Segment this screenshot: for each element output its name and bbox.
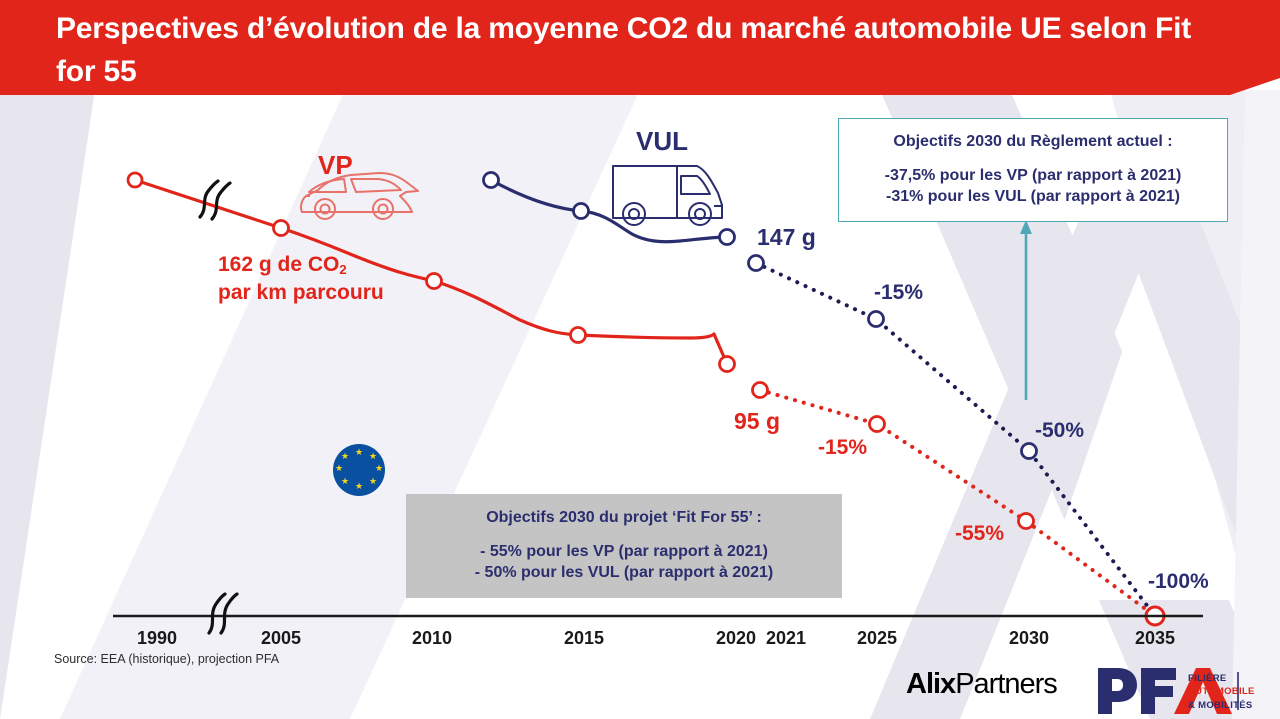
vul-historic-line [489,178,729,244]
annotation-vul-2030: -50% [1035,419,1085,442]
svg-text:★: ★ [355,481,363,491]
svg-text:★: ★ [341,451,349,461]
svg-text:★: ★ [369,451,377,461]
header-band [0,0,1280,95]
pfa-tagline: FILIÈRE AUTOMOBILE & MOBILITÉS [1188,672,1255,712]
series-label-vul: VUL [636,126,688,156]
series-label-vp: VP [318,150,353,180]
pfa-tagline-line-2: AUTOMOBILE [1188,686,1255,698]
x-tick-2030: 2030 [1008,628,1050,648]
callout-fit-for-55: Objectifs 2030 du projet ‘Fit For 55’ : … [406,494,842,598]
x-tick-2021: 2021 [765,628,807,648]
x-tick-2020: 2020 [715,628,757,648]
vp-historic-line [133,178,729,366]
source-note: Source: EEA (historique), projection PFA [54,652,280,666]
vul-projection-line [754,261,1157,618]
vp-projection-line [758,388,1157,618]
x-tick-2015: 2015 [563,628,605,648]
x-tick-1990: 1990 [136,628,178,648]
vp-start-number: 162 g [218,253,272,276]
svg-text:★: ★ [335,463,343,473]
x-tick-2010: 2010 [411,628,453,648]
annotation-vp-2021: 95 g [734,408,781,434]
line-break-icon [198,179,232,221]
pfa-tagline-line-1: FILIÈRE [1188,673,1227,684]
vp-start-subscript: 2 [339,262,347,277]
axis-break-icon [207,592,239,635]
van-icon [612,165,723,226]
alixpartners-logo: AlixPartners [906,668,1058,701]
x-tick-2025: 2025 [856,628,898,648]
vp-markers [126,171,1035,530]
annotation-vp-2025: -15% [818,436,868,459]
x-tick-2035: 2035 [1134,628,1176,648]
vul-markers [482,171,1038,460]
vp-start-unit: de CO [271,253,340,276]
car-icon [300,172,419,220]
pfa-tagline-line-3: & MOBILITÉS [1188,699,1253,711]
page-title: Perspectives d’évolution de la moyenne C… [56,12,1192,88]
pfa-logo [1098,668,1239,714]
callout-reglement-actuel: Objectifs 2030 du Règlement actuel : -37… [838,118,1228,222]
up-arrow-icon [1020,220,1032,400]
svg-text:★: ★ [369,476,377,486]
annotation-vul-2025: -15% [874,281,924,304]
x-tick-2005: 2005 [260,628,302,648]
annotation-vp-start-line2: par km parcouru [218,280,384,304]
callout-ff55-line-1: - 55% pour les VP (par rapport à 2021) [480,542,768,560]
annotation-vp-start-line1: 162 g de CO2 [218,251,384,279]
annotation-vp-start: 162 g de CO2 par km parcouru [218,251,384,307]
callout-reglement-line-2: -31% pour les VUL (par rapport à 2021) [885,188,1180,205]
svg-text:★: ★ [375,463,383,473]
annotation-vul-2021: 147 g [757,224,816,250]
svg-text:★: ★ [355,447,363,457]
alix-bold-part: Alix [906,668,956,700]
callout-ff55-title: Objectifs 2030 du projet ‘Fit For 55’ : [486,508,762,526]
alix-thin-part: Partners [955,668,1058,700]
annotation-vul-2035: -100% [1148,570,1209,593]
callout-ff55-line-2: - 50% pour les VUL (par rapport à 2021) [474,564,774,581]
eu-flag-icon: ★ ★ ★ ★ ★ ★ ★ ★ [333,444,385,496]
annotation-vp-2030: -55% [955,522,1005,545]
svg-text:★: ★ [341,476,349,486]
callout-reglement-title: Objectifs 2030 du Règlement actuel : [893,132,1173,150]
callout-reglement-line-1: -37,5% pour les VP (par rapport à 2021) [884,166,1182,184]
